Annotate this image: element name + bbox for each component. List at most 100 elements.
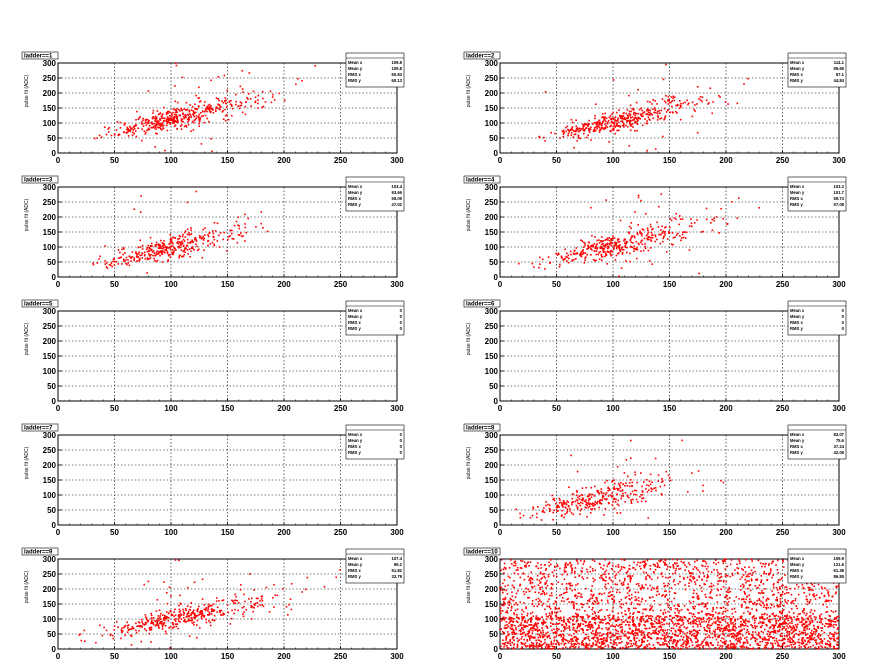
data-point [722, 628, 725, 630]
data-point [599, 499, 602, 501]
data-point [797, 638, 800, 641]
data-point [604, 112, 606, 115]
data-point [715, 216, 718, 218]
data-point [583, 241, 585, 244]
data-point [658, 566, 661, 569]
data-point [592, 577, 594, 580]
data-point [645, 620, 648, 623]
data-point [707, 570, 710, 573]
data-point [622, 118, 625, 120]
data-point [572, 628, 574, 631]
data-point [218, 108, 220, 111]
y-tick-label: 300 [485, 183, 499, 192]
data-point [646, 122, 648, 125]
data-point [795, 633, 798, 635]
data-point [543, 136, 545, 139]
data-point [693, 577, 696, 579]
data-point [613, 488, 615, 491]
data-point [156, 622, 158, 624]
x-tick-label: 200 [277, 528, 291, 537]
data-point [583, 128, 586, 131]
data-point [509, 642, 511, 645]
data-point [619, 485, 621, 487]
data-point [588, 502, 591, 505]
data-point [726, 591, 728, 593]
data-point [611, 597, 613, 600]
data-point [575, 640, 578, 642]
data-point [592, 633, 595, 635]
data-point [158, 126, 161, 129]
scatter-panel-4: 0 50 100 150 200 250 300050100150200250300puls… [463, 175, 847, 289]
data-point [127, 262, 129, 264]
data-point [605, 576, 607, 578]
data-point [633, 637, 636, 639]
data-point [641, 586, 643, 588]
data-point [832, 635, 834, 637]
data-point [765, 606, 767, 609]
data-point [682, 231, 684, 233]
data-point [612, 117, 614, 119]
data-point [156, 621, 159, 623]
data-point [157, 126, 159, 129]
stats-frame [787, 52, 847, 88]
data-point [580, 501, 582, 504]
data-point [708, 630, 711, 632]
data-point [600, 503, 603, 505]
data-point [755, 603, 757, 606]
data-point [137, 256, 139, 258]
data-point [568, 507, 571, 510]
data-point [618, 642, 620, 644]
x-tick-label: 150 [221, 404, 235, 413]
data-point [654, 109, 657, 112]
stats-label: RMS x [348, 568, 361, 573]
data-point [594, 117, 596, 120]
data-point [827, 640, 829, 642]
data-point [254, 604, 256, 606]
data-point [539, 256, 541, 259]
data-point [587, 629, 589, 631]
data-point [618, 484, 621, 486]
data-point [726, 223, 728, 225]
data-point [587, 502, 589, 504]
data-point [521, 613, 523, 616]
data-point [538, 591, 540, 594]
data-point [649, 112, 651, 114]
data-point [560, 634, 563, 636]
data-point [743, 646, 746, 648]
data-point [639, 618, 641, 621]
y-tick-label: 50 [47, 506, 56, 515]
data-point [665, 470, 667, 473]
data-point [642, 636, 645, 639]
data-point [571, 497, 574, 500]
data-point [745, 575, 748, 578]
data-point [665, 63, 667, 66]
data-point [606, 121, 609, 124]
data-point [640, 240, 643, 242]
data-point [835, 624, 837, 626]
data-point [595, 644, 598, 646]
data-point [126, 621, 128, 624]
data-point [679, 215, 681, 217]
data-point [152, 622, 154, 625]
data-point [779, 626, 782, 628]
data-point [706, 643, 708, 645]
data-point [532, 615, 535, 618]
data-point [514, 624, 516, 627]
data-point [766, 597, 769, 600]
x-tick-label: 300 [832, 528, 846, 537]
data-point [179, 246, 182, 249]
data-point [127, 624, 130, 626]
data-point [640, 644, 642, 647]
data-point [587, 247, 590, 250]
data-point [216, 222, 219, 225]
data-point [138, 621, 141, 624]
data-point [767, 635, 770, 638]
data-point [123, 248, 125, 250]
data-point [575, 125, 577, 128]
data-point [144, 616, 147, 618]
stats-value: 0 [400, 320, 403, 325]
data-point [600, 247, 603, 249]
data-point [586, 248, 588, 250]
data-point [677, 612, 680, 614]
data-point [160, 622, 162, 625]
